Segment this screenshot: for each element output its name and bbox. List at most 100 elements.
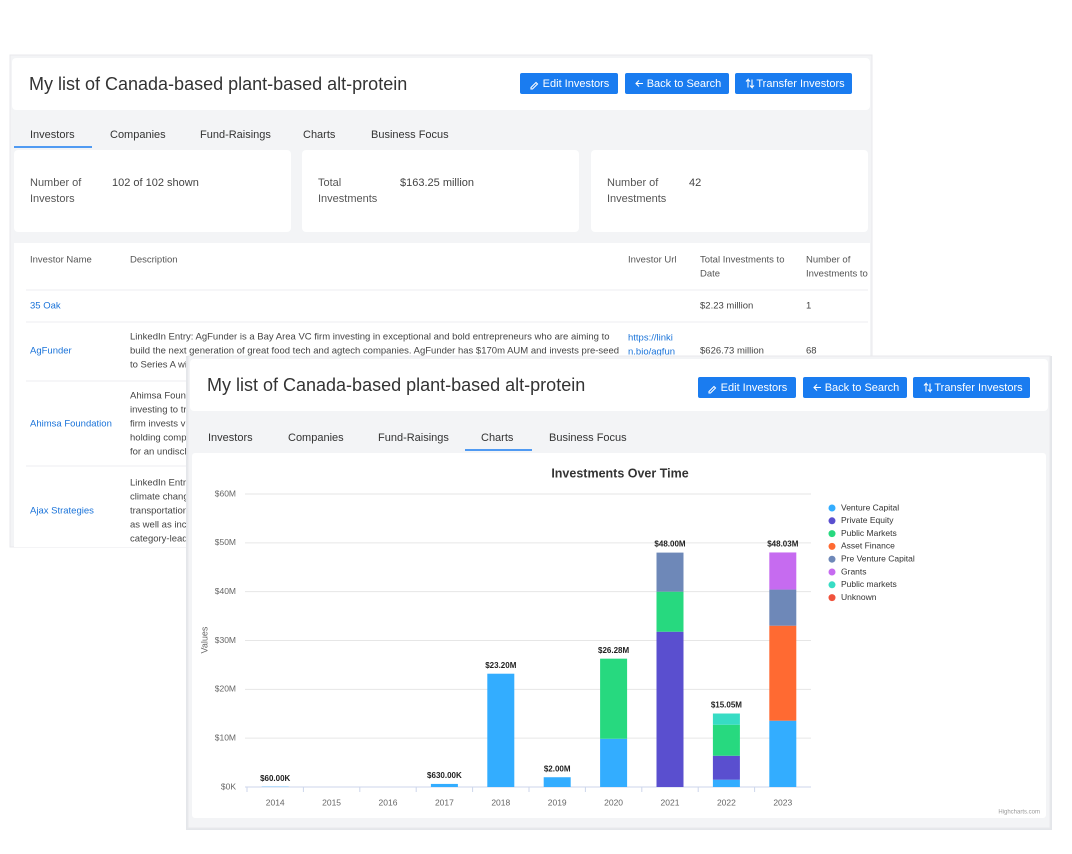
- legend-label[interactable]: Venture Capital: [841, 502, 899, 512]
- bar-segment: [430, 783, 458, 787]
- description-line: holding comp: [130, 433, 187, 444]
- bar-segment: [712, 779, 740, 787]
- x-tick-label: 2015: [322, 797, 341, 807]
- stat-label: Investments: [318, 193, 378, 205]
- column-header: Number of: [806, 255, 851, 266]
- column-header: Date: [700, 269, 720, 280]
- description-line: LinkedIn Entry: [130, 478, 191, 489]
- description-line: category-lead: [130, 534, 188, 545]
- tab[interactable]: Business Focus: [549, 432, 627, 444]
- legend-swatch: [828, 542, 836, 550]
- y-tick-label: $60M: [215, 488, 236, 498]
- stat-label: Investors: [30, 193, 75, 205]
- header-card: [12, 58, 870, 110]
- total-label: $60.00K: [260, 774, 290, 783]
- x-tick-label: 2016: [379, 797, 398, 807]
- button-label[interactable]: Back to Search: [647, 78, 722, 90]
- x-tick-label: 2020: [604, 797, 623, 807]
- bar-segment: [656, 591, 684, 632]
- investor-url[interactable]: https://linki: [628, 333, 673, 344]
- button[interactable]: [625, 73, 729, 94]
- legend-swatch: [828, 504, 836, 512]
- chart-credits: Highcharts.com: [998, 810, 1040, 816]
- button[interactable]: [520, 73, 618, 94]
- tab[interactable]: Business Focus: [371, 129, 449, 141]
- total-label: $15.05M: [711, 701, 742, 710]
- stat-label: Number of: [30, 177, 82, 189]
- tab[interactable]: Charts: [303, 129, 336, 141]
- bar-segment: [769, 589, 797, 626]
- button-icon: [745, 78, 755, 89]
- x-tick-label: 2023: [773, 797, 792, 807]
- tab[interactable]: Investors: [208, 432, 253, 444]
- description-line: build the next generation of great food …: [130, 346, 619, 357]
- button-label[interactable]: Back to Search: [825, 382, 900, 394]
- button[interactable]: [698, 377, 796, 398]
- total-investments: $626.73 million: [700, 346, 764, 357]
- x-tick-label: 2021: [661, 797, 680, 807]
- bar-segment: [600, 658, 628, 739]
- y-tick-label: $30M: [215, 635, 236, 645]
- total-label: $23.20M: [485, 661, 516, 670]
- legend-label[interactable]: Private Equity: [841, 515, 894, 525]
- button-icon: [813, 384, 821, 391]
- page-title: My list of Canada-based plant-based alt-…: [207, 375, 585, 395]
- y-tick-label: $10M: [215, 732, 236, 742]
- bar-segment: [712, 724, 740, 756]
- y-tick-label: $0K: [221, 781, 236, 791]
- investor-name[interactable]: Ahimsa Foundation: [30, 419, 112, 430]
- page-title: My list of Canada-based plant-based alt-…: [29, 74, 407, 94]
- button-label[interactable]: Edit Investors: [543, 78, 610, 90]
- investor-url[interactable]: n.bio/agfun: [628, 347, 675, 358]
- stat-card: [591, 150, 868, 232]
- button-label[interactable]: Transfer Investors: [756, 78, 845, 90]
- column-header: Investor Name: [30, 255, 92, 266]
- legend-swatch: [828, 581, 836, 589]
- investment-count: 1: [806, 301, 811, 312]
- button-icon: [530, 81, 539, 90]
- bar-segment: [712, 755, 740, 780]
- stat-label: Investments: [607, 193, 667, 205]
- bar-segment: [600, 738, 628, 787]
- bar-segment: [769, 720, 797, 787]
- bar-segment: [656, 631, 684, 787]
- stat-value: 102 of 102 shown: [112, 177, 199, 189]
- x-tick-label: 2018: [491, 797, 510, 807]
- column-header: Total Investments to: [700, 255, 784, 266]
- button[interactable]: [735, 73, 852, 94]
- tab[interactable]: Companies: [110, 129, 166, 141]
- tab[interactable]: Fund-Raisings: [200, 129, 271, 141]
- tab[interactable]: Investors: [30, 129, 75, 141]
- legend-label[interactable]: Asset Finance: [841, 541, 895, 551]
- investor-name[interactable]: AgFunder: [30, 346, 72, 357]
- button-label[interactable]: Transfer Investors: [934, 382, 1023, 394]
- button[interactable]: [803, 377, 907, 398]
- y-tick-label: $50M: [215, 537, 236, 547]
- y-tick-label: $40M: [215, 586, 236, 596]
- total-label: $48.00M: [654, 540, 685, 549]
- button-icon: [708, 385, 717, 394]
- legend-label[interactable]: Public Markets: [841, 528, 897, 538]
- legend-label[interactable]: Unknown: [841, 592, 877, 602]
- total-label: $26.28M: [598, 646, 629, 655]
- button-label[interactable]: Edit Investors: [721, 382, 788, 394]
- tab[interactable]: Companies: [288, 432, 344, 444]
- description-line: climate chang: [130, 492, 189, 503]
- legend-label[interactable]: Grants: [841, 566, 867, 576]
- tab[interactable]: Charts: [481, 432, 514, 444]
- total-label: $2.00M: [544, 764, 571, 773]
- legend-label[interactable]: Public markets: [841, 579, 897, 589]
- total-label: $48.03M: [767, 540, 798, 549]
- button[interactable]: [913, 377, 1030, 398]
- column-header: Investments to: [806, 269, 868, 280]
- investor-name[interactable]: 35 Oak: [30, 301, 61, 312]
- stat-label: Number of: [607, 177, 659, 189]
- legend-swatch: [828, 555, 836, 563]
- stat-value: $163.25 million: [400, 177, 474, 189]
- tab[interactable]: Fund-Raisings: [378, 432, 449, 444]
- investor-name[interactable]: Ajax Strategies: [30, 506, 94, 517]
- total-label: $630.00K: [427, 771, 462, 780]
- description-line: firm invests vi: [130, 419, 188, 430]
- legend-label[interactable]: Pre Venture Capital: [841, 553, 915, 563]
